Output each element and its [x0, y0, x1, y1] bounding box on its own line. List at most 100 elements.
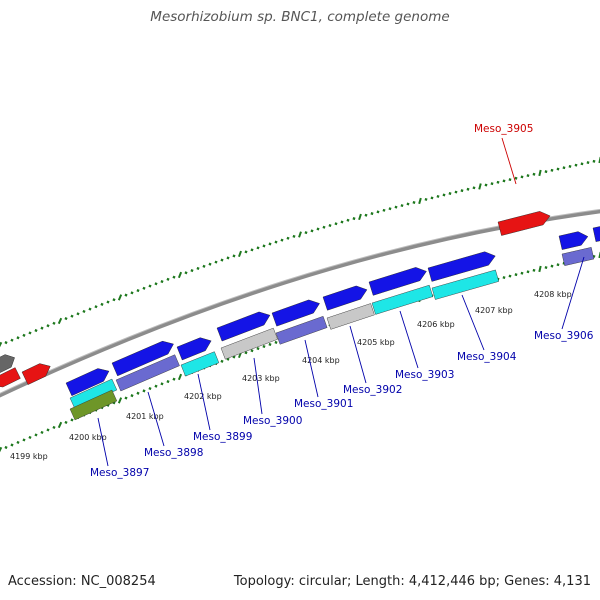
forward-gene-arrow	[0, 354, 15, 375]
inner-tick	[70, 418, 74, 422]
inner-tick	[520, 271, 524, 275]
outer-tick	[154, 282, 158, 286]
outer-tick	[586, 161, 590, 164]
outer-tick	[100, 302, 104, 306]
outer-tick	[244, 250, 248, 254]
gene-leader-line	[147, 391, 165, 447]
outer-tick	[514, 176, 518, 180]
outer-tick	[352, 217, 356, 221]
inner-tick	[117, 397, 123, 404]
gene-label-meso-3902: Meso_3902	[343, 384, 402, 396]
outer-tick	[280, 238, 284, 242]
outer-tick	[490, 182, 494, 186]
outer-tick	[22, 333, 26, 337]
gene-label-meso-3904: Meso_3904	[457, 351, 517, 363]
outer-tick	[226, 256, 230, 260]
inner-tick	[40, 430, 44, 435]
outer-tick	[580, 162, 584, 166]
cog-bar	[180, 351, 220, 377]
gene-leader-line	[561, 256, 585, 330]
outer-tick	[508, 178, 512, 182]
gene-leader-line	[461, 294, 485, 351]
gene-leader-line	[253, 357, 263, 415]
inner-tick	[538, 265, 542, 273]
gene-label-layer: Meso_3897 Meso_3898 Meso_3899 Meso_3900 Meso…	[90, 123, 594, 479]
outer-tick	[358, 213, 362, 221]
outer-tick	[124, 293, 128, 297]
inner-tick	[16, 440, 20, 445]
outer-tick	[136, 288, 140, 293]
outer-tick	[112, 298, 116, 302]
cog-bar	[220, 327, 278, 360]
outer-tick	[16, 336, 20, 340]
outer-tick	[238, 250, 242, 258]
outer-tick	[286, 236, 290, 240]
outer-tick	[520, 175, 524, 179]
outer-tick	[502, 179, 506, 183]
outer-tick	[28, 331, 32, 335]
outer-tick	[556, 167, 560, 171]
outer-tick	[436, 194, 440, 198]
inner-tick	[526, 270, 530, 274]
inner-tick	[256, 347, 260, 351]
outer-tick	[346, 218, 350, 222]
gene-label-meso-3906: Meso_3906	[534, 330, 594, 342]
outer-tick	[466, 187, 470, 191]
kbp-tick-label: 4204 kbp	[302, 356, 340, 365]
outer-tick	[94, 305, 98, 309]
inner-tick	[46, 428, 50, 432]
forward-gene-arrow	[558, 231, 589, 250]
outer-tick	[142, 286, 146, 290]
inner-tick	[64, 420, 68, 425]
outer-tick	[298, 231, 302, 238]
outer-tick	[220, 258, 224, 262]
outer-tick	[64, 316, 68, 321]
outer-tick	[484, 183, 488, 187]
reverse-gene-arrow	[0, 367, 21, 388]
inner-tick	[177, 373, 183, 381]
inner-tick	[544, 266, 548, 269]
inner-tick	[52, 425, 56, 430]
outer-tick	[196, 266, 200, 271]
inner-tick	[508, 274, 512, 278]
inner-tick	[22, 438, 26, 442]
cog-bar	[115, 354, 180, 392]
outer-tick	[172, 275, 176, 279]
gene-label-meso-3905: Meso_3905	[474, 123, 533, 135]
kbp-tick-label: 4206 kbp	[417, 320, 455, 329]
outer-tick	[364, 213, 368, 217]
gene-label-meso-3903: Meso_3903	[395, 369, 454, 381]
outer-tick	[430, 196, 434, 200]
outer-tick	[88, 307, 92, 311]
outer-tick	[166, 277, 170, 281]
outer-tick	[292, 234, 296, 238]
outer-tick	[262, 244, 266, 248]
outer-tick	[70, 314, 74, 318]
accession-text: Accession: NC_008254	[8, 574, 156, 589]
outer-tick	[106, 300, 110, 304]
cog-bar	[431, 269, 500, 300]
outer-tick	[34, 328, 38, 333]
outer-tick	[424, 197, 428, 201]
outer-tick	[232, 254, 236, 258]
inner-tick	[154, 384, 158, 388]
outer-tick	[568, 164, 572, 168]
outer-tick	[0, 341, 3, 348]
kbp-tick-label: 4203 kbp	[242, 374, 280, 383]
gene-leader-line	[349, 325, 367, 384]
outer-tick	[400, 204, 404, 208]
cog-bar	[275, 316, 328, 345]
inner-tick	[274, 340, 278, 344]
outer-tick	[322, 225, 326, 229]
outer-tick	[526, 174, 530, 178]
gene-features	[0, 211, 600, 397]
outer-tick	[328, 223, 332, 227]
inner-tick	[28, 435, 32, 440]
kbp-tick-label: 4201 kbp	[126, 412, 164, 421]
gene-label-meso-3899: Meso_3899	[193, 431, 252, 443]
outer-tick	[117, 294, 123, 301]
inner-tick	[268, 342, 272, 347]
outer-tick	[412, 200, 416, 204]
outer-tick	[394, 205, 398, 209]
